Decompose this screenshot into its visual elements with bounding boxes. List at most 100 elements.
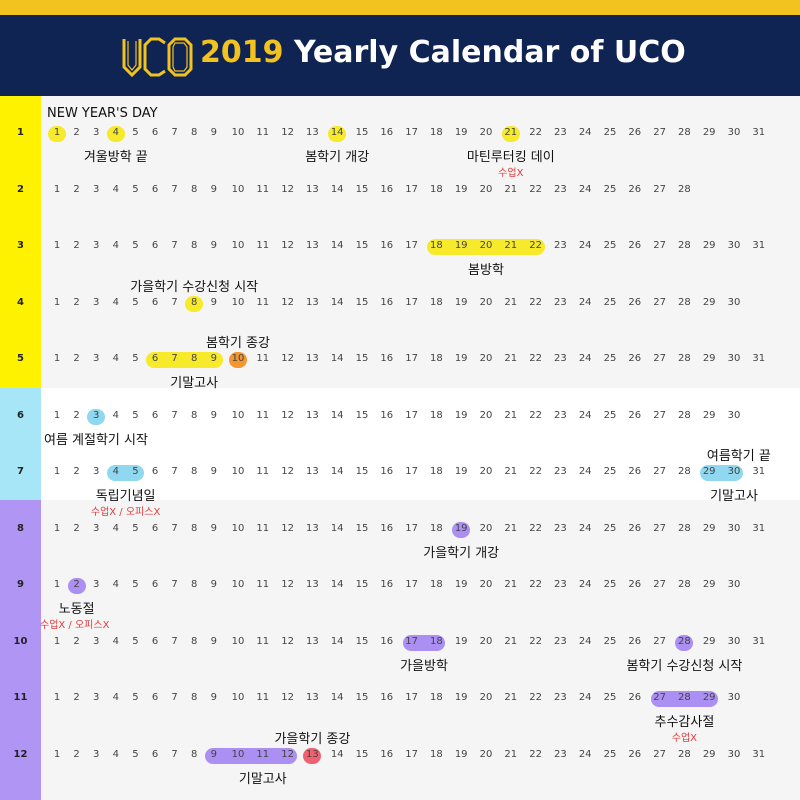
day-cell[interactable]: 15: [355, 127, 369, 138]
day-cell[interactable]: 12: [281, 635, 294, 647]
day-cell[interactable]: 5: [132, 353, 139, 364]
day-cell[interactable]: 8: [191, 579, 198, 590]
day-cell[interactable]: 10: [231, 579, 245, 590]
day-cell[interactable]: 21: [504, 692, 518, 703]
day-cell[interactable]: 30: [727, 748, 741, 760]
day-cell[interactable]: 22: [529, 296, 542, 308]
day-cell[interactable]: 14: [330, 127, 344, 138]
day-cell[interactable]: 28: [678, 183, 691, 195]
day-cell[interactable]: 29: [702, 296, 716, 308]
day-cell[interactable]: 24: [578, 409, 592, 421]
day-cell[interactable]: 2: [73, 635, 80, 647]
day-cell[interactable]: 20: [479, 466, 493, 477]
day-cell[interactable]: 12: [281, 240, 294, 251]
day-cell[interactable]: 18: [430, 579, 443, 590]
day-cell[interactable]: 23: [554, 692, 567, 703]
day-cell[interactable]: 29: [702, 522, 716, 534]
day-cell[interactable]: 31: [752, 522, 766, 534]
day-cell[interactable]: 28: [678, 522, 691, 534]
day-cell[interactable]: 4: [112, 353, 119, 364]
day-cell[interactable]: 24: [578, 183, 592, 195]
day-cell[interactable]: 10: [231, 748, 245, 760]
day-cell[interactable]: 2: [73, 522, 80, 534]
day-cell[interactable]: 7: [171, 522, 178, 534]
day-cell[interactable]: 12: [281, 127, 294, 138]
day-cell[interactable]: 17: [405, 635, 418, 647]
day-cell[interactable]: 5: [132, 240, 139, 251]
day-cell[interactable]: 14: [330, 409, 344, 421]
day-cell[interactable]: 16: [380, 635, 394, 647]
day-cell[interactable]: 22: [529, 240, 542, 251]
day-cell[interactable]: 25: [603, 748, 617, 760]
day-cell[interactable]: 29: [702, 240, 716, 251]
day-cell[interactable]: 15: [355, 353, 369, 364]
day-cell[interactable]: 19: [454, 635, 468, 647]
day-cell[interactable]: 30: [727, 635, 741, 647]
day-cell[interactable]: 10: [231, 409, 245, 421]
day-cell[interactable]: 11: [256, 748, 270, 760]
day-cell[interactable]: 4: [112, 635, 119, 647]
day-cell[interactable]: 24: [578, 522, 592, 534]
day-cell[interactable]: 24: [578, 466, 592, 477]
day-cell[interactable]: 24: [578, 240, 592, 251]
day-cell[interactable]: 2: [73, 692, 80, 703]
day-cell[interactable]: 31: [752, 240, 766, 251]
day-cell[interactable]: 26: [628, 579, 642, 590]
day-cell[interactable]: 14: [330, 579, 344, 590]
day-cell[interactable]: 11: [256, 183, 270, 195]
day-cell[interactable]: 30: [727, 409, 741, 421]
day-cell[interactable]: 13: [306, 635, 319, 647]
day-cell[interactable]: 30: [727, 579, 741, 590]
day-cell[interactable]: 11: [256, 127, 270, 138]
day-cell[interactable]: 23: [554, 635, 567, 647]
day-cell[interactable]: 9: [210, 127, 217, 138]
day-cell[interactable]: 29: [702, 748, 716, 760]
day-cell[interactable]: 3: [93, 296, 100, 308]
day-cell[interactable]: 8: [191, 353, 198, 364]
day-cell[interactable]: 8: [191, 296, 198, 308]
day-cell[interactable]: 28: [678, 240, 691, 251]
day-cell[interactable]: 17: [405, 522, 418, 534]
day-cell[interactable]: 11: [256, 466, 270, 477]
day-cell[interactable]: 10: [231, 240, 245, 251]
day-cell[interactable]: 19: [454, 522, 468, 534]
day-cell[interactable]: 9: [210, 522, 217, 534]
day-cell[interactable]: 20: [479, 579, 493, 590]
day-cell[interactable]: 28: [678, 466, 691, 477]
day-cell[interactable]: 24: [578, 296, 592, 308]
day-cell[interactable]: 30: [727, 127, 741, 138]
day-cell[interactable]: 25: [603, 127, 617, 138]
day-cell[interactable]: 19: [454, 466, 468, 477]
day-cell[interactable]: 7: [171, 296, 178, 308]
day-cell[interactable]: 10: [231, 522, 245, 534]
day-cell[interactable]: 14: [330, 240, 344, 251]
day-cell[interactable]: 4: [112, 466, 119, 477]
day-cell[interactable]: 26: [628, 296, 642, 308]
day-cell[interactable]: 7: [171, 240, 178, 251]
day-cell[interactable]: 12: [281, 353, 294, 364]
day-cell[interactable]: 11: [256, 522, 270, 534]
day-cell[interactable]: 17: [405, 240, 418, 251]
day-cell[interactable]: 17: [405, 183, 418, 195]
day-cell[interactable]: 28: [678, 635, 691, 647]
day-cell[interactable]: 10: [231, 296, 245, 308]
day-cell[interactable]: 25: [603, 466, 617, 477]
day-cell[interactable]: 19: [454, 579, 468, 590]
day-cell[interactable]: 10: [231, 353, 245, 364]
day-cell[interactable]: 5: [132, 692, 139, 703]
day-cell[interactable]: 18: [430, 127, 443, 138]
day-cell[interactable]: 25: [603, 635, 617, 647]
day-cell[interactable]: 15: [355, 296, 369, 308]
day-cell[interactable]: 10: [231, 692, 245, 703]
day-cell[interactable]: 19: [454, 748, 468, 760]
day-cell[interactable]: 14: [330, 183, 344, 195]
day-cell[interactable]: 26: [628, 522, 642, 534]
day-cell[interactable]: 30: [727, 522, 741, 534]
day-cell[interactable]: 18: [430, 409, 443, 421]
day-cell[interactable]: 20: [479, 353, 493, 364]
day-cell[interactable]: 8: [191, 409, 198, 421]
day-cell[interactable]: 22: [529, 183, 542, 195]
day-cell[interactable]: 13: [306, 353, 319, 364]
day-cell[interactable]: 7: [171, 353, 178, 364]
day-cell[interactable]: 14: [330, 635, 344, 647]
